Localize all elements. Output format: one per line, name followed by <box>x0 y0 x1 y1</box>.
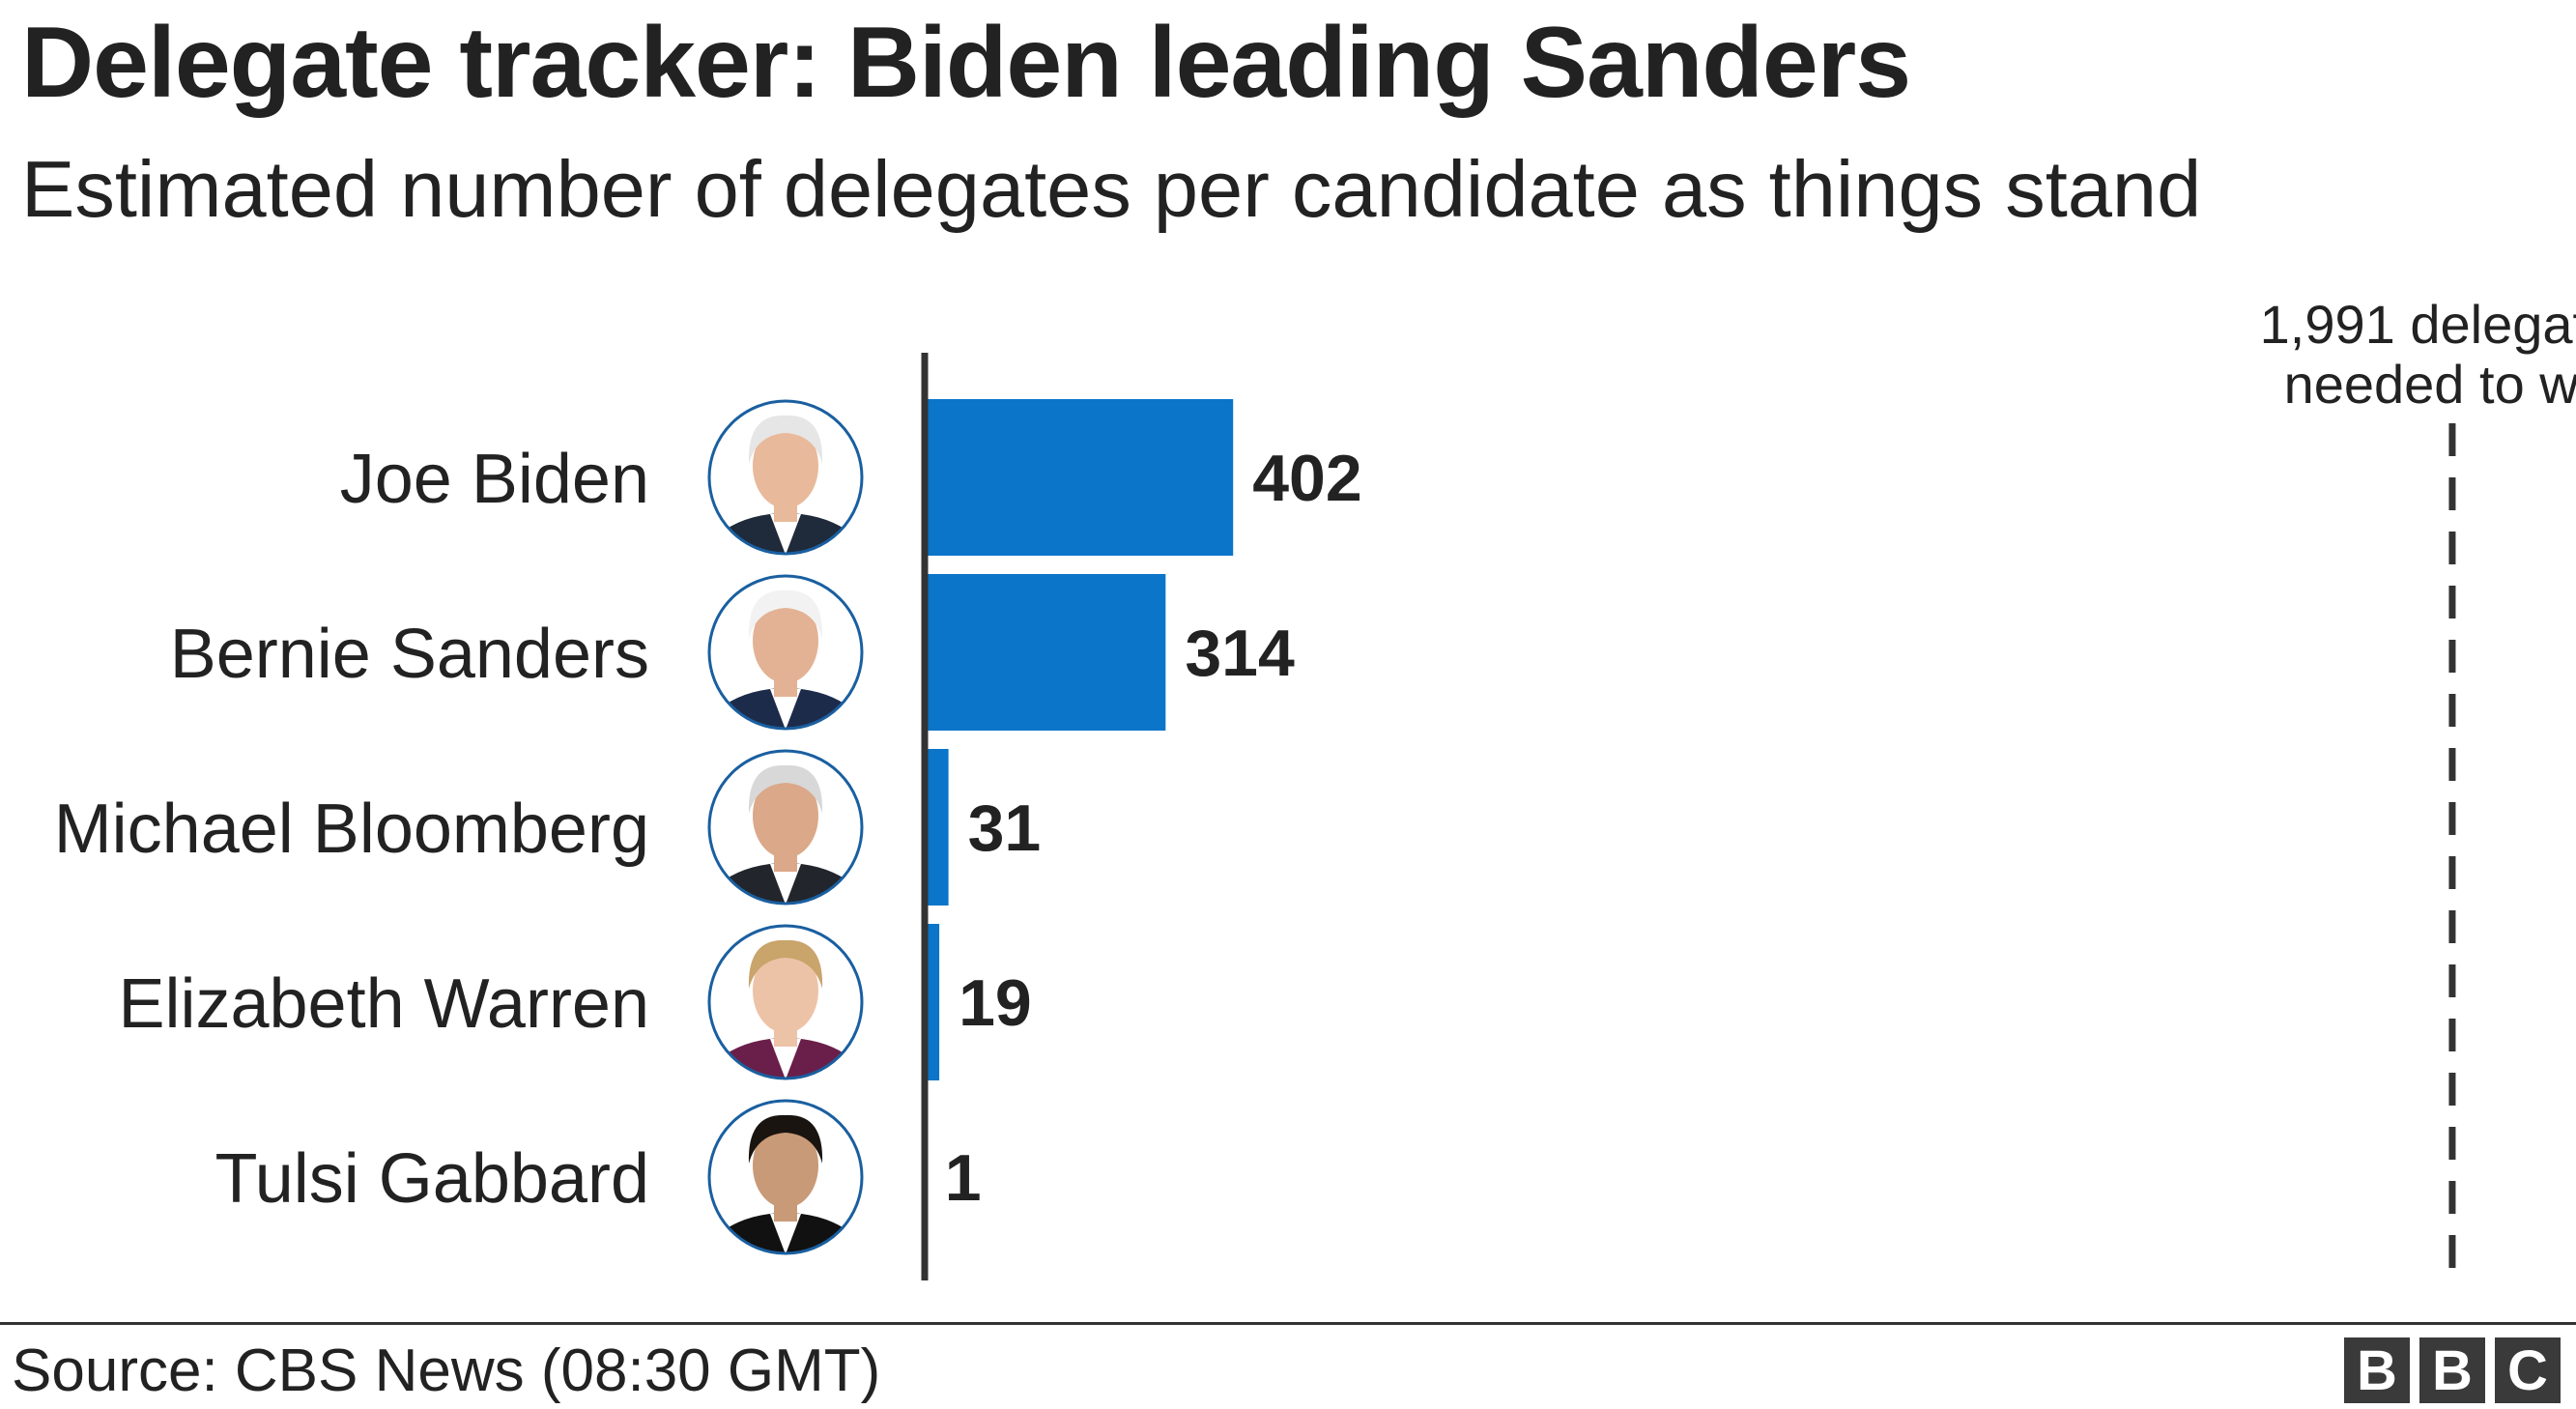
candidate-name-label: Joe Biden <box>340 441 649 518</box>
chart-title: Delegate tracker: Biden leading Sanders <box>21 7 1911 119</box>
data-value-label: 402 <box>1252 442 1361 515</box>
avatar-ring <box>707 749 864 906</box>
data-value-label: 31 <box>968 791 1042 865</box>
win-threshold: 1,991 delegatesneeded to win <box>2260 294 2576 1280</box>
candidate-row: Bernie Sanders 314 <box>170 574 1295 731</box>
logo-letter-1: B <box>2344 1337 2410 1403</box>
chart-rows: Joe Biden 402 Bernie Sanders 314 Michael Blo… <box>54 399 1362 1255</box>
logo-letter-2: B <box>2419 1337 2485 1403</box>
data-bar <box>925 924 940 1080</box>
candidate-name-label: Michael Bloomberg <box>54 791 649 868</box>
avatar-ring <box>707 574 864 731</box>
bar-chart: 1,991 delegatesneeded to win Joe Biden 40… <box>54 294 2576 1280</box>
chart-subtitle: Estimated number of delegates per candid… <box>21 144 2202 234</box>
data-bar <box>925 749 949 906</box>
data-value-label: 1 <box>945 1141 982 1215</box>
avatar-ring <box>707 399 864 556</box>
data-value-label: 314 <box>1185 617 1295 690</box>
avatar-ring <box>707 924 864 1080</box>
bbc-logo: B B C <box>2344 1337 2561 1403</box>
candidate-row: Elizabeth Warren 19 <box>118 924 1032 1080</box>
candidate-row: Tulsi Gabbard 1 <box>215 1099 982 1255</box>
candidate-name-label: Bernie Sanders <box>170 616 649 693</box>
data-bar <box>925 574 1166 731</box>
candidate-name-label: Tulsi Gabbard <box>215 1140 649 1218</box>
data-value-label: 19 <box>959 966 1032 1040</box>
win-threshold-label-line-1: 1,991 delegates <box>2260 294 2576 355</box>
candidate-row: Michael Bloomberg 31 <box>54 749 1042 906</box>
footer-divider <box>0 1322 2576 1325</box>
avatar-ring <box>707 1099 864 1255</box>
win-threshold-label-line-2: needed to win <box>2284 354 2576 415</box>
candidate-row: Joe Biden 402 <box>340 399 1362 556</box>
candidate-name-label: Elizabeth Warren <box>118 965 649 1043</box>
logo-letter-3: C <box>2495 1337 2561 1403</box>
data-bar <box>925 399 1234 556</box>
source-note: Source: CBS News (08:30 GMT) <box>12 1337 881 1404</box>
